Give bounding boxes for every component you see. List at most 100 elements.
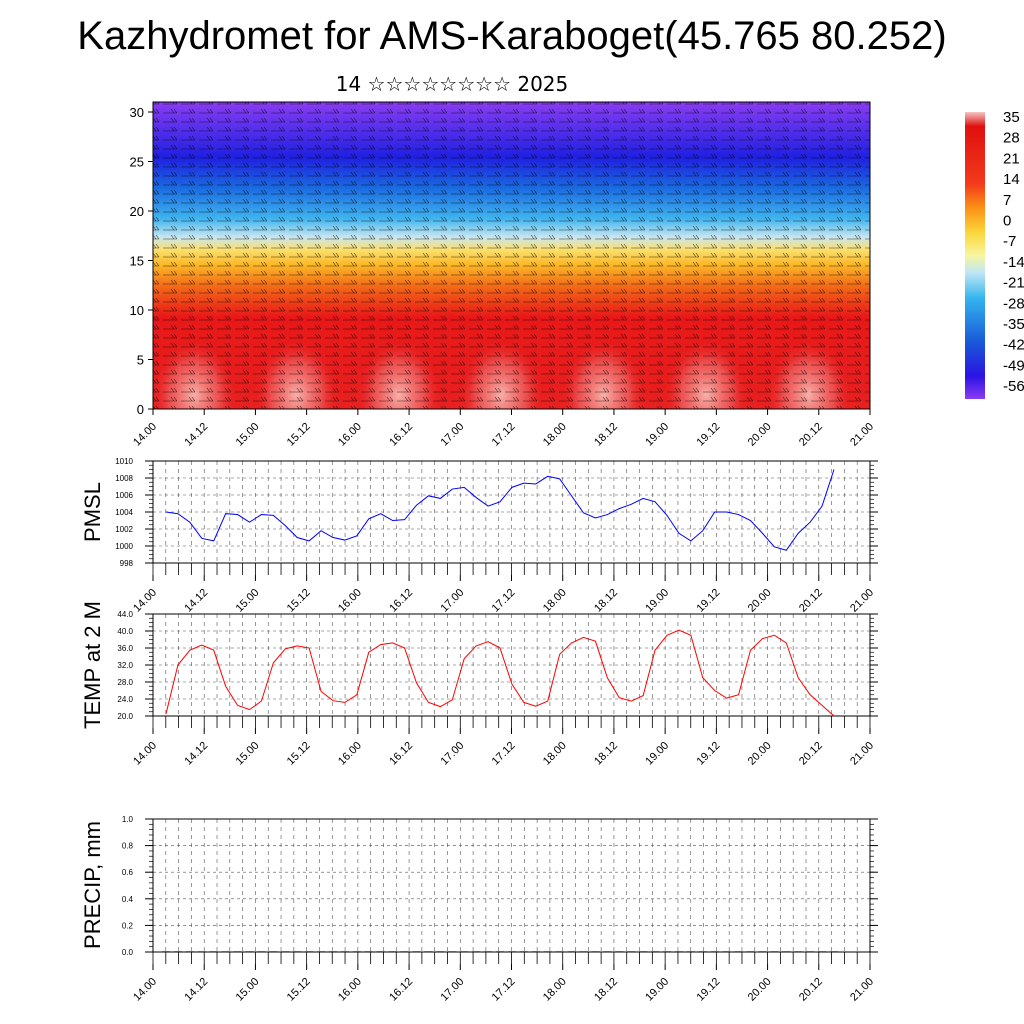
pmsl-xtick-label: 14.00 [131, 587, 159, 615]
precip-xtick-label: 14.12 [182, 976, 210, 1004]
pmsl-ytick-label: 1008 [115, 474, 133, 483]
pmsl-ylabel: PMSL [80, 482, 105, 542]
precip-bar [209, 951, 218, 952]
precip-bar [257, 951, 266, 952]
precip-bar [388, 951, 397, 952]
colorbar-label: -42 [1003, 337, 1024, 354]
temperature-ylabel: TEMP at 2 M [80, 601, 105, 729]
precip-bar [281, 951, 290, 952]
pmsl-xtick-label: 20.00 [746, 587, 774, 615]
colorbar-scale [965, 112, 985, 399]
precip-bar [233, 951, 242, 952]
pmsl-xtick-label: 15.12 [285, 587, 313, 615]
temp-xtick-label: 18.12 [592, 740, 620, 768]
heatmap-xtick-label: 17.00 [438, 421, 466, 449]
precip-bar [758, 951, 767, 952]
colorbar-label: 14 [1003, 171, 1020, 188]
precip-bar [555, 951, 564, 952]
precip-xtick-label: 18.12 [592, 976, 620, 1004]
pmsl-ytick-label: 1000 [115, 542, 133, 551]
precip-bar [400, 951, 409, 952]
pmsl-xtick-label: 19.12 [695, 587, 723, 615]
pmsl-ytick-label: 1004 [115, 508, 133, 517]
heatmap-xtick-label: 19.12 [695, 421, 723, 449]
temp-xtick-label: 17.00 [438, 740, 466, 768]
precip-xtick-label: 15.12 [285, 976, 313, 1004]
heatmap-ytick-label: 15 [130, 254, 144, 269]
pmsl-xtick-label: 20.12 [797, 587, 825, 615]
colorbar-label: 35 [1003, 109, 1020, 126]
precip-ytick-label: 0.4 [122, 895, 134, 904]
heatmap-xtick-label: 18.12 [592, 421, 620, 449]
precip-bar [424, 951, 433, 952]
pmsl-xtick-label: 14.12 [182, 587, 210, 615]
precip-xtick-label: 17.00 [438, 976, 466, 1004]
chart-subtitle: 14 ☆☆☆☆☆☆☆☆ 2025 [335, 72, 569, 96]
heatmap-ytick-label: 10 [130, 303, 144, 318]
pmsl-ytick-label: 1006 [115, 491, 133, 500]
precip-bar [830, 951, 838, 952]
temp-ytick-label: 24.0 [117, 695, 133, 704]
colorbar: 35 28 21 14 7 0 -7 -14 -21 -28 -35 -42 -49 -56 [965, 109, 1024, 399]
precip-bar [436, 951, 445, 952]
precip-bar [519, 951, 528, 952]
heatmap-xtick-label: 15.12 [285, 421, 313, 449]
pmsl-xtick-label: 21.00 [848, 587, 876, 615]
precip-bar [460, 951, 469, 952]
pmsl-ytick-label: 998 [120, 559, 134, 568]
colorbar-label: -14 [1003, 254, 1024, 271]
precip-bar [698, 951, 707, 952]
heatmap-ytick-label: 0 [137, 402, 144, 417]
colorbar-label: -35 [1003, 316, 1024, 333]
temp-xtick-label: 14.00 [131, 740, 159, 768]
heatmap-ytick-label: 30 [130, 105, 144, 120]
temperature-panel: 20.0 24.0 28.0 32.0 36.0 40.0 44.0 14.00 14.12 1… [80, 601, 878, 768]
precip-ytick-label: 0.0 [122, 948, 134, 957]
precip-xtick-label: 18.00 [541, 976, 569, 1004]
precipitation-ylabel: PRECIP, mm [80, 821, 105, 949]
precip-bar [162, 951, 170, 952]
heatmap-xtick-label: 18.00 [541, 421, 569, 449]
heatmap-xtick-label: 20.12 [797, 421, 825, 449]
precip-bar [507, 951, 516, 952]
precip-xtick-label: 20.00 [746, 976, 774, 1004]
temp-xtick-label: 20.12 [797, 740, 825, 768]
precip-bar [245, 951, 254, 952]
precip-bar [770, 951, 779, 952]
precip-bar [340, 951, 349, 952]
precip-xtick-label: 16.12 [387, 976, 415, 1004]
pmsl-panel: 998 1000 1002 1004 1006 1008 1010 14.00 14.12 15… [80, 457, 878, 615]
precip-xtick-label: 14.00 [131, 976, 159, 1004]
precip-bar [412, 951, 421, 952]
precip-ytick-label: 1.0 [122, 815, 134, 824]
temp-ytick-label: 28.0 [117, 678, 133, 687]
precipitation-panel: 0.0 0.2 0.4 0.6 0.8 1.0 14.00 14.12 15.00 15.12 1… [80, 815, 878, 1004]
pmsl-ytick-label: 1002 [115, 525, 133, 534]
temp-ytick-label: 32.0 [117, 661, 133, 670]
temp-xtick-label: 21.00 [848, 740, 876, 768]
pmsl-xtick-label: 18.12 [592, 587, 620, 615]
precip-ytick-label: 0.2 [122, 921, 134, 930]
precip-bar [579, 951, 588, 952]
precip-xtick-label: 17.12 [490, 976, 518, 1004]
precip-bar [472, 951, 481, 952]
temperature-height-panel: 0 5 10 15 20 25 30 14.00 14.12 15.00 15.12 16.00 16… [130, 101, 876, 449]
colorbar-label: -28 [1003, 295, 1024, 312]
temp-xtick-label: 19.12 [695, 740, 723, 768]
temp-xtick-label: 17.12 [490, 740, 518, 768]
precip-bar [448, 951, 457, 952]
pmsl-xtick-label: 17.00 [438, 587, 466, 615]
precip-bar [197, 951, 206, 952]
precip-bar [722, 951, 731, 952]
temp-xtick-label: 16.00 [336, 740, 364, 768]
heatmap-xtick-label: 17.12 [490, 421, 518, 449]
precip-bar [496, 951, 504, 952]
precip-ytick-label: 0.6 [122, 868, 134, 877]
wind-barbs [153, 102, 870, 409]
temp-ytick-label: 20.0 [117, 712, 133, 721]
temp-xtick-label: 14.12 [182, 740, 210, 768]
pmsl-series-line [165, 469, 835, 551]
precip-bar [674, 951, 683, 952]
precip-bar [269, 951, 278, 952]
